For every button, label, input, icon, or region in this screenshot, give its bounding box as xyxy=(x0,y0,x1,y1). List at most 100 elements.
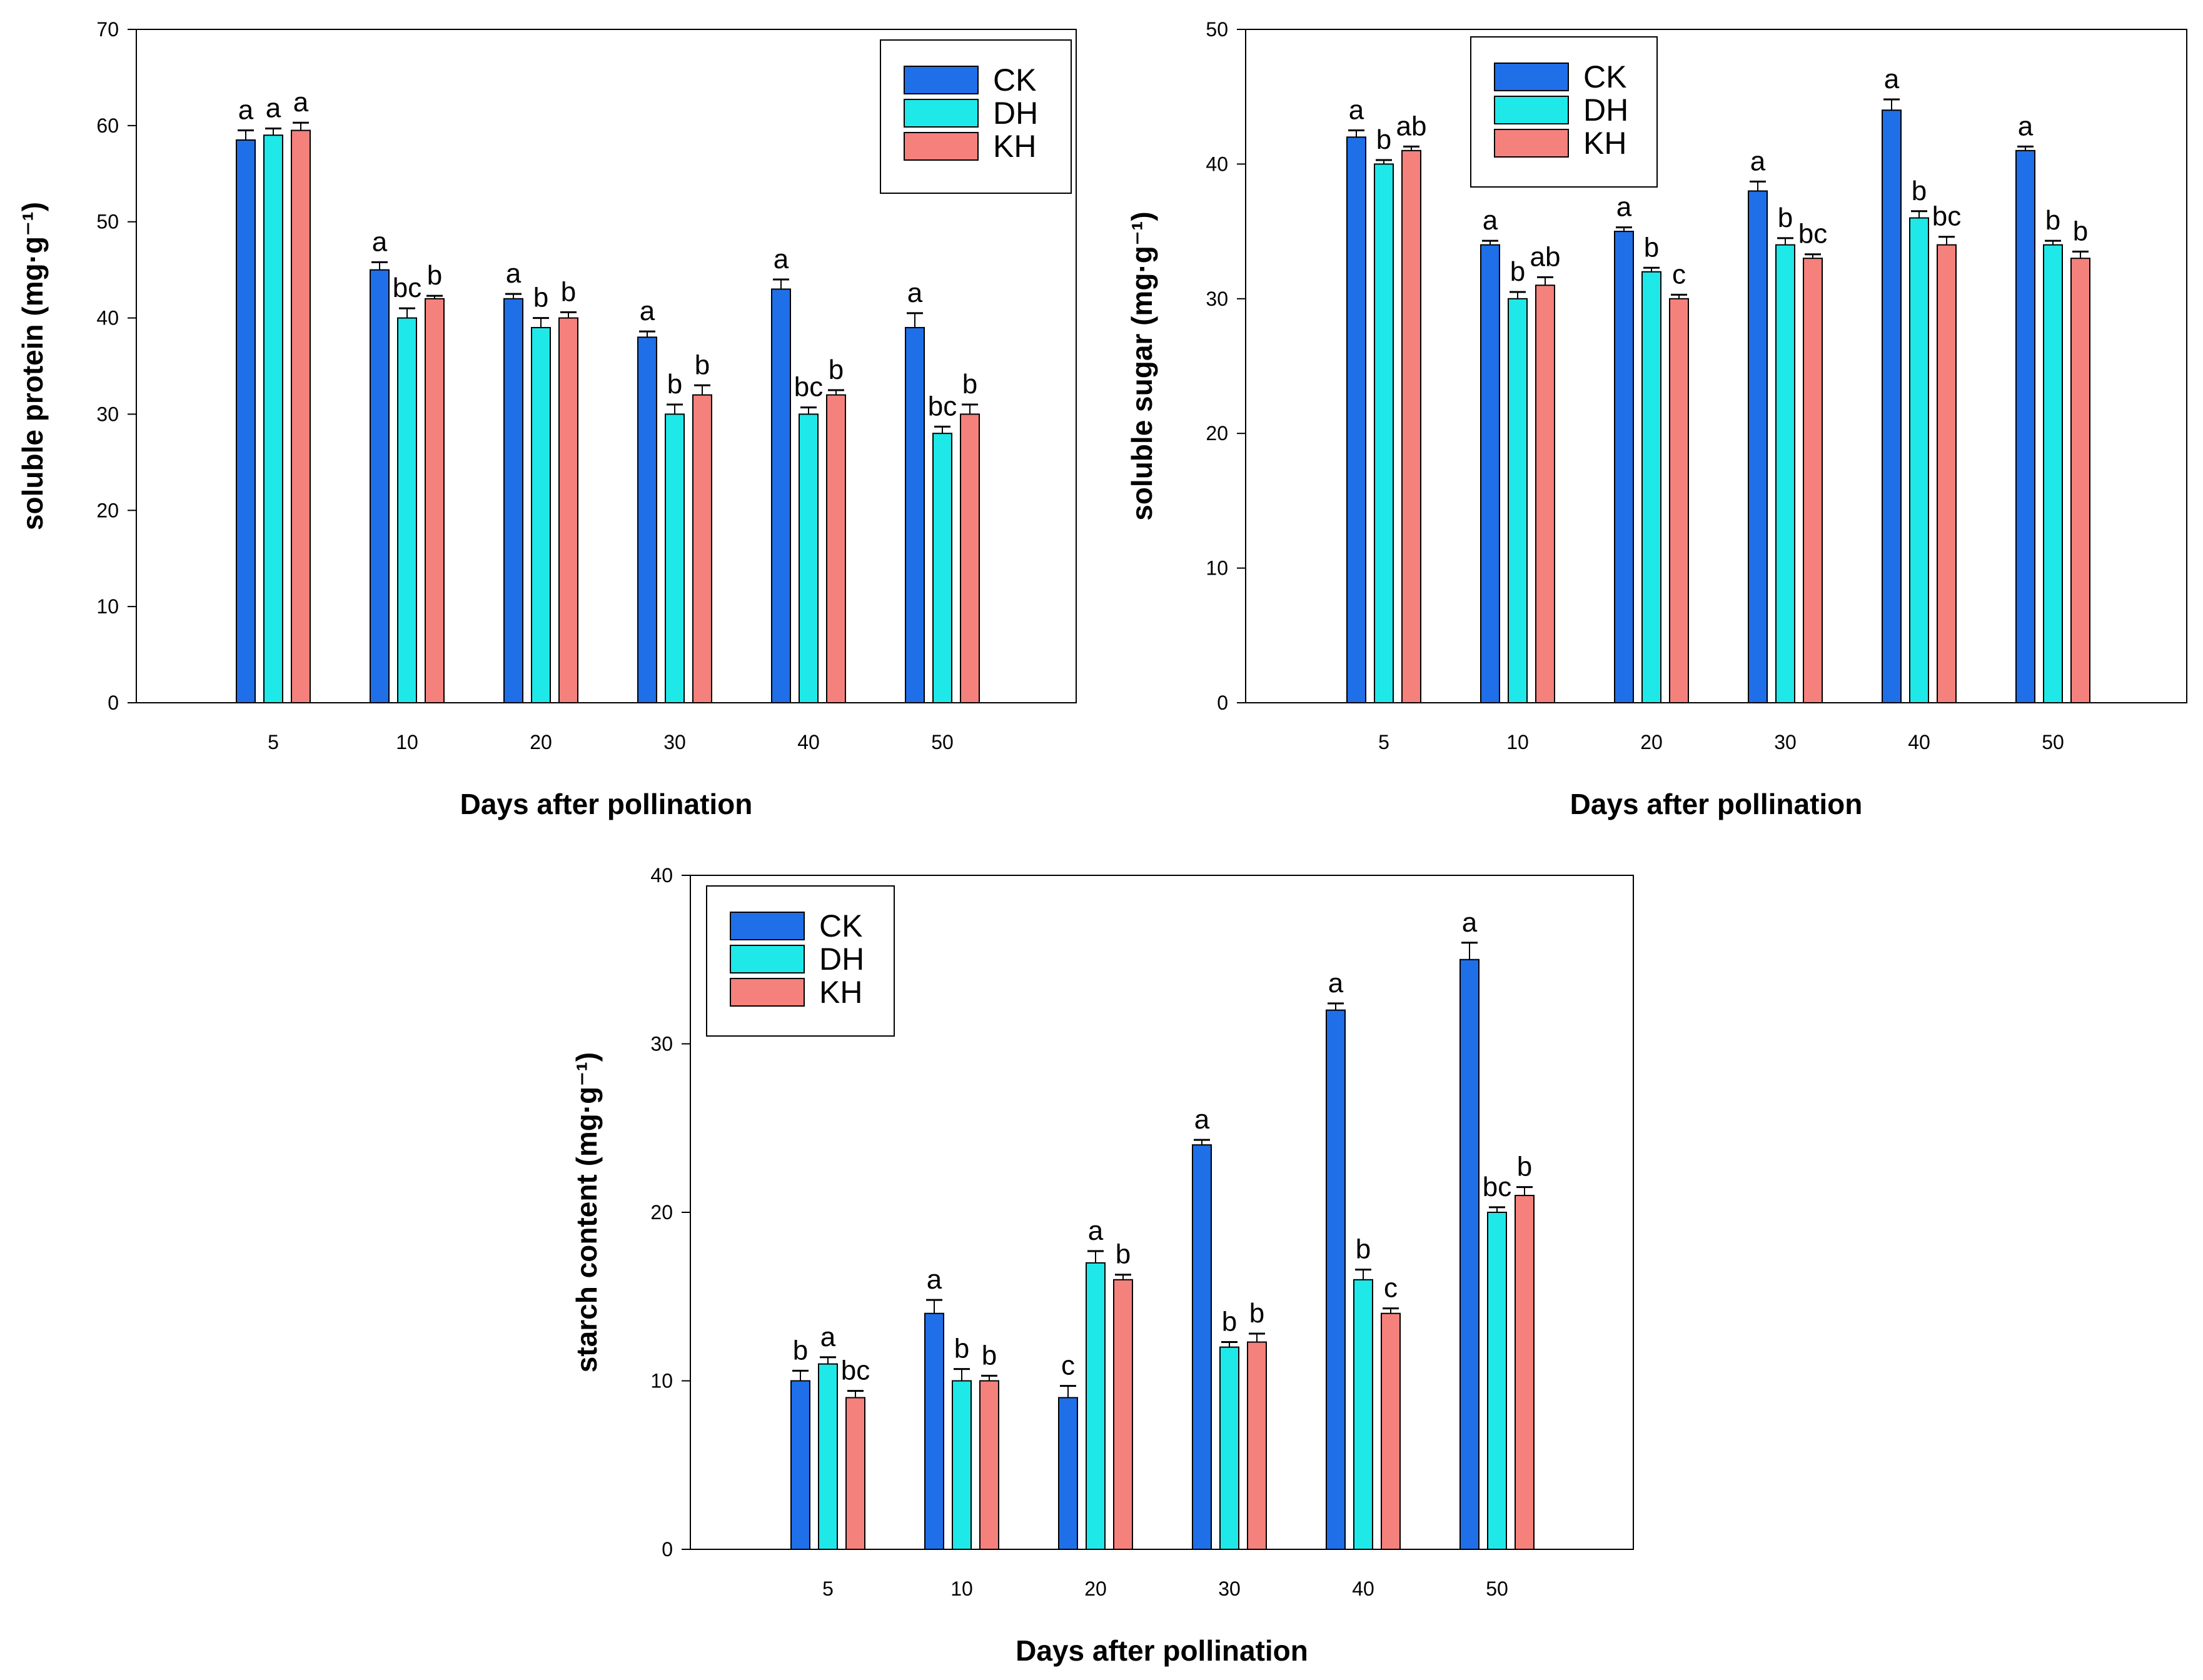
y-tick-label: 30 xyxy=(650,1033,673,1055)
x-tick-label: 20 xyxy=(1640,731,1663,753)
significance-label: b xyxy=(954,1334,969,1364)
y-tick-label: 40 xyxy=(650,864,673,887)
significance-label: a xyxy=(2018,111,2034,141)
significance-label: b xyxy=(695,350,710,380)
x-axis-title: Days after pollination xyxy=(1016,1634,1308,1667)
y-tick-label: 30 xyxy=(96,403,119,425)
bar-ck-30 xyxy=(1748,190,1768,704)
significance-label: bc xyxy=(928,391,957,421)
x-tick-label: 30 xyxy=(1218,1577,1241,1600)
legend-label-dh: DH xyxy=(993,96,1038,131)
bar-dh-20 xyxy=(531,326,551,703)
significance-label: a xyxy=(266,93,281,123)
legend-label-kh: KH xyxy=(819,975,862,1010)
bar-ck-40 xyxy=(1326,1009,1346,1550)
bar-ck-40 xyxy=(771,288,791,703)
x-tick-label: 40 xyxy=(797,731,820,753)
bar-kh-20 xyxy=(1669,298,1689,703)
significance-label: b xyxy=(793,1335,808,1366)
bar-ck-20 xyxy=(1058,1397,1078,1550)
x-tick-label: 10 xyxy=(396,731,418,753)
bar-kh-10 xyxy=(1535,284,1555,703)
bar-dh-10 xyxy=(1508,298,1528,703)
significance-label: b xyxy=(1356,1234,1371,1265)
y-tick-label: 60 xyxy=(96,114,119,137)
bar-dh-10 xyxy=(397,317,417,704)
bar-ck-20 xyxy=(1614,231,1634,704)
significance-label: a xyxy=(293,87,309,118)
significance-label: b xyxy=(962,369,977,400)
significance-label: c xyxy=(1384,1273,1398,1304)
legend-label-ck: CK xyxy=(819,908,862,943)
bar-ck-40 xyxy=(1882,109,1902,704)
bar-kh-30 xyxy=(692,394,712,704)
legend-swatch-ck xyxy=(1494,63,1569,91)
x-tick-label: 10 xyxy=(950,1577,973,1600)
bar-dh-40 xyxy=(1353,1279,1373,1551)
x-axis-title: Days after pollination xyxy=(1570,788,1863,820)
bar-kh-40 xyxy=(1381,1312,1401,1550)
bar-kh-50 xyxy=(960,413,980,704)
bar-ck-50 xyxy=(2015,149,2035,704)
x-tick-label: 5 xyxy=(822,1577,834,1600)
y-tick-label: 0 xyxy=(1217,692,1228,714)
protein-plot-frame xyxy=(136,29,1077,703)
significance-label: b xyxy=(2045,205,2060,236)
significance-label: c xyxy=(1061,1351,1075,1381)
legend-swatch-dh xyxy=(730,945,805,973)
bar-kh-20 xyxy=(1113,1279,1133,1551)
legend-swatch-ck xyxy=(730,912,805,940)
significance-label: b xyxy=(1116,1239,1131,1270)
y-tick-label: 50 xyxy=(96,211,119,233)
significance-label: bc xyxy=(1798,219,1827,249)
significance-label: b xyxy=(1778,203,1793,233)
significance-label: b xyxy=(1376,124,1391,155)
y-tick-label: 40 xyxy=(1206,153,1228,175)
significance-label: ab xyxy=(1396,111,1427,141)
bar-dh-40 xyxy=(799,413,819,704)
x-tick-label: 50 xyxy=(1486,1577,1508,1600)
legend-label-dh: DH xyxy=(819,942,864,977)
y-axis-title: soluble protein (mg·g⁻¹) xyxy=(16,202,49,530)
significance-label: b xyxy=(829,355,844,385)
bar-kh-5 xyxy=(291,129,311,704)
bar-dh-30 xyxy=(1775,244,1795,703)
x-tick-label: 40 xyxy=(1352,1577,1374,1600)
significance-label: b xyxy=(1644,232,1659,263)
significance-label: a xyxy=(1750,146,1766,176)
y-tick-label: 10 xyxy=(1206,557,1228,580)
significance-label: a xyxy=(774,244,789,274)
significance-label: a xyxy=(1349,95,1364,126)
significance-label: b xyxy=(561,276,576,307)
significance-label: a xyxy=(927,1264,942,1295)
x-tick-label: 50 xyxy=(2042,731,2064,753)
bar-dh-20 xyxy=(1641,271,1661,704)
legend-swatch-dh xyxy=(1494,96,1569,124)
bar-ck-10 xyxy=(924,1312,944,1550)
significance-label: b xyxy=(1249,1298,1264,1329)
bar-ck-30 xyxy=(1192,1144,1212,1550)
y-tick-label: 40 xyxy=(96,307,119,329)
bar-ck-30 xyxy=(637,336,657,703)
significance-label: bc xyxy=(393,273,421,303)
bar-dh-5 xyxy=(818,1363,838,1551)
y-tick-label: 20 xyxy=(650,1201,673,1224)
bar-dh-50 xyxy=(1487,1212,1507,1550)
bar-dh-50 xyxy=(2043,244,2063,703)
significance-label: a xyxy=(1483,205,1498,236)
significance-label: a xyxy=(506,258,522,289)
legend-swatch-ck xyxy=(904,66,979,94)
significance-label: a xyxy=(372,226,388,257)
sugar-plot-frame xyxy=(1245,29,2187,703)
y-tick-label: 50 xyxy=(1206,18,1228,41)
legend-label-ck: CK xyxy=(993,63,1036,98)
significance-label: a xyxy=(1088,1215,1104,1246)
significance-label: b xyxy=(667,369,682,400)
bar-kh-10 xyxy=(979,1380,999,1550)
significance-label: a xyxy=(1884,64,1900,94)
